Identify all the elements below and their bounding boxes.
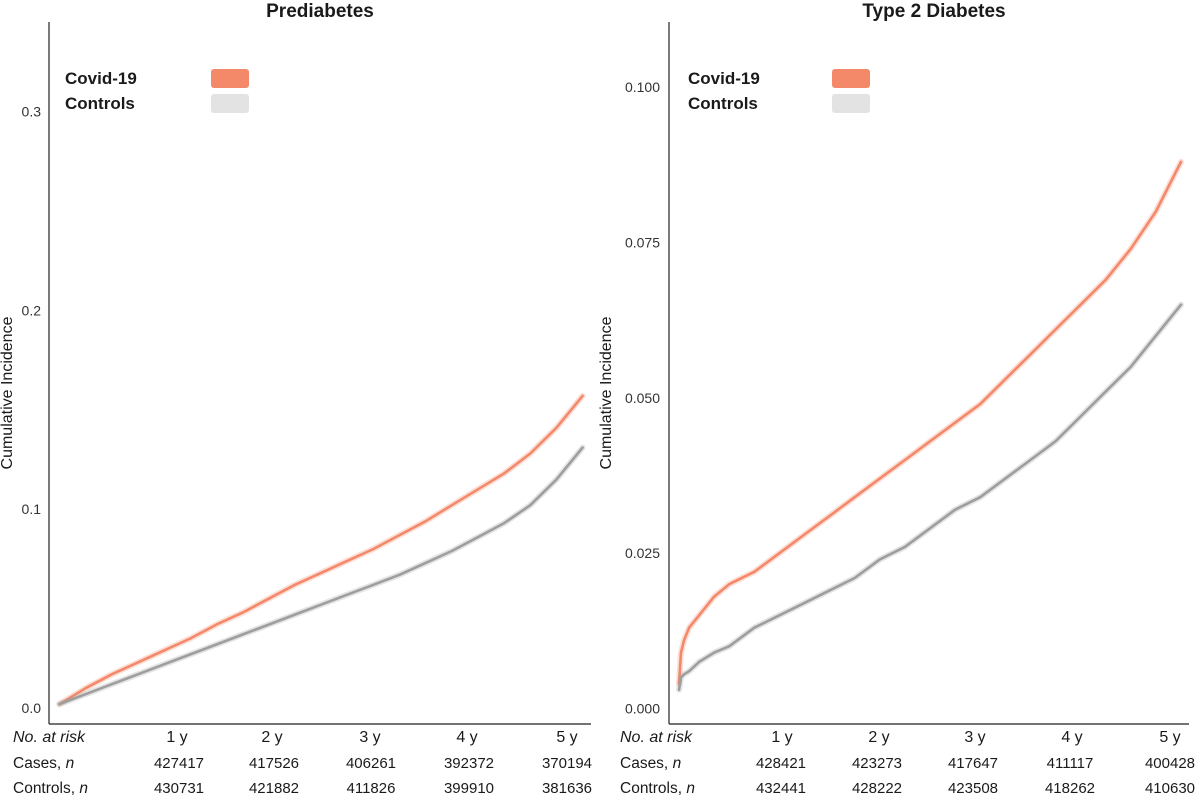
risk-value: 399910	[444, 780, 494, 797]
risk-table: No. at risk 1 y 2 y 3 y 4 y 5 y Cases, n 427417…	[13, 729, 592, 797]
risk-time-label: 1 y	[166, 729, 187, 746]
risk-value: 428222	[852, 780, 902, 797]
legend-swatch	[211, 94, 249, 113]
y-tick-label: 0.3	[22, 103, 42, 119]
series-line-controls	[677, 303, 1183, 692]
risk-time-label: 3 y	[964, 729, 985, 746]
risk-value: 417526	[249, 755, 299, 772]
risk-value: 392372	[444, 755, 494, 772]
series-band-controls	[676, 301, 1184, 693]
legend-swatch	[832, 69, 870, 88]
risk-row-label: Cases, n	[620, 755, 681, 772]
legend: Covid-19 Controls	[688, 69, 870, 113]
y-tick-label: 0.050	[625, 390, 660, 406]
risk-table-header: No. at risk	[620, 729, 693, 746]
legend-label: Controls	[65, 94, 135, 113]
risk-time-label: 3 y	[359, 729, 380, 746]
risk-row-label-n: n	[673, 755, 682, 772]
risk-time-label: 2 y	[261, 729, 282, 746]
chart-title: Prediabetes	[266, 1, 374, 22]
y-axis-label: Cumulative Incidence	[598, 316, 615, 469]
risk-table-header: No. at risk	[13, 729, 86, 746]
risk-time-label: 1 y	[771, 729, 792, 746]
risk-value: 423508	[948, 780, 998, 797]
series-band-covid-19	[676, 158, 1184, 687]
legend-label: Covid-19	[65, 69, 137, 88]
risk-row-label-n: n	[79, 780, 88, 797]
risk-value: 427417	[154, 755, 204, 772]
risk-row-label-text: Cases,	[620, 755, 673, 772]
y-tick-label: 0.100	[625, 79, 660, 95]
legend-label: Covid-19	[688, 69, 760, 88]
risk-value: 418262	[1045, 780, 1095, 797]
chart-title: Type 2 Diabetes	[862, 1, 1005, 22]
risk-row-label-text: Controls,	[13, 780, 79, 797]
risk-row-label-text: Cases,	[13, 755, 66, 772]
risk-value: 430731	[154, 780, 204, 797]
legend-swatch	[211, 69, 249, 88]
legend: Covid-19 Controls	[65, 69, 249, 113]
risk-row-label: Cases, n	[13, 755, 74, 772]
risk-time-label: 4 y	[456, 729, 477, 746]
risk-value: 421882	[249, 780, 299, 797]
risk-value: 423273	[852, 755, 902, 772]
risk-row-label: Controls, n	[620, 780, 695, 797]
risk-row-label: Controls, n	[13, 780, 88, 797]
series-line-controls	[58, 446, 584, 706]
y-axis-label: Cumulative Incidence	[0, 316, 16, 469]
risk-row-label-n: n	[66, 755, 75, 772]
risk-time-label: 5 y	[556, 729, 577, 746]
series-line-covid-19	[58, 394, 584, 706]
legend-swatch	[832, 94, 870, 113]
y-tick-label: 0.0	[22, 700, 42, 716]
y-tick-label: 0.025	[625, 545, 660, 561]
series-band-covid-19	[56, 392, 586, 708]
chart-panel-2: Type 2 Diabetes 0.000 0.025 0.050 0.075 0.100…	[598, 1, 1195, 797]
y-tick-label: 0.1	[22, 501, 42, 517]
risk-time-label: 2 y	[868, 729, 889, 746]
series-line-covid-19	[677, 160, 1183, 685]
risk-time-label: 5 y	[1159, 729, 1180, 746]
risk-value: 400428	[1145, 755, 1195, 772]
risk-table: No. at risk 1 y 2 y 3 y 4 y 5 y Cases, n 428421…	[620, 729, 1195, 797]
y-tick-label: 0.2	[22, 302, 42, 318]
y-tick-label: 0.075	[625, 235, 660, 251]
risk-value: 411826	[347, 780, 396, 797]
risk-value: 417647	[948, 755, 998, 772]
risk-value: 428421	[756, 755, 806, 772]
risk-value: 370194	[542, 755, 592, 772]
risk-row-label-text: Controls,	[620, 780, 686, 797]
legend-label: Controls	[688, 94, 758, 113]
risk-value: 411117	[1047, 755, 1094, 772]
chart-panel-1: Prediabetes 0.0 0.1 0.2 0.3 Cumulative Incide…	[0, 1, 592, 797]
risk-value: 432441	[756, 780, 806, 797]
risk-value: 410630	[1145, 780, 1195, 797]
risk-time-label: 4 y	[1061, 729, 1082, 746]
risk-row-label-n: n	[686, 780, 695, 797]
y-tick-label: 0.000	[625, 700, 660, 716]
risk-value: 381636	[542, 780, 592, 797]
risk-value: 406261	[346, 755, 396, 772]
